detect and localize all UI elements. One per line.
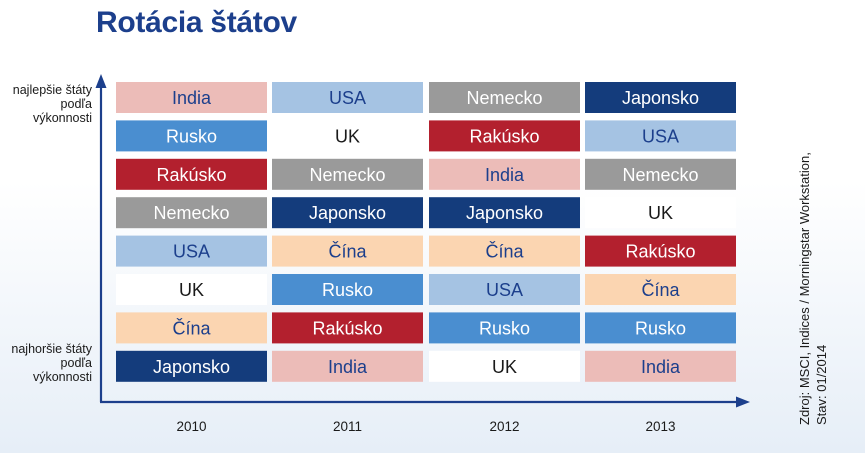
cell-2013-rank-6 xyxy=(585,274,736,305)
cell-label-2010-rank-7: Čína xyxy=(172,317,211,338)
cell-2013-rank-5 xyxy=(585,235,736,267)
cell-2012-rank-3 xyxy=(429,158,580,190)
cell-2010-rank-6 xyxy=(116,274,267,305)
cell-2011-rank-7 xyxy=(272,312,423,344)
cell-label-2011-rank-5: Čína xyxy=(328,241,367,262)
axes xyxy=(95,74,750,408)
cell-label-2013-rank-6: Čína xyxy=(641,279,680,300)
cell-label-2011-rank-7: Rakúsko xyxy=(312,318,382,338)
x-tick-label-2012: 2012 xyxy=(489,419,519,434)
cell-label-2011-rank-8: India xyxy=(328,357,368,377)
cell-label-2010-rank-6: UK xyxy=(179,280,204,300)
cell-label-2012-rank-2: Rakúsko xyxy=(469,126,539,146)
chart-title: Rotácia štátov xyxy=(96,6,297,39)
cell-label-2011-rank-4: Japonsko xyxy=(309,203,386,223)
cell-2010-rank-2 xyxy=(116,120,267,152)
cell-label-2012-rank-4: Japonsko xyxy=(466,203,543,223)
cell-label-2013-rank-7: Rusko xyxy=(635,318,686,338)
y-axis-arrowhead xyxy=(95,74,107,88)
cell-2011-rank-8 xyxy=(272,350,423,382)
cell-label-2012-rank-6: USA xyxy=(486,280,523,300)
cell-2011-rank-2 xyxy=(272,120,423,152)
y-axis-label-bottom: najhoršie štáty podľa výkonnosti xyxy=(11,342,92,384)
cell-2010-rank-5 xyxy=(116,235,267,267)
cell-2012-rank-6 xyxy=(429,274,580,305)
cell-2010-rank-4 xyxy=(116,197,267,229)
cell-2012-rank-5 xyxy=(429,235,580,267)
cell-2011-rank-1 xyxy=(272,82,423,113)
cell-label-2012-rank-1: Nemecko xyxy=(466,88,542,108)
cell-2011-rank-5 xyxy=(272,235,423,267)
cell-label-2011-rank-2: UK xyxy=(335,126,360,146)
cell-2010-rank-1 xyxy=(116,82,267,113)
x-tick-label-2011: 2011 xyxy=(333,419,362,434)
y-axis-label-top: najlepšie štáty podľa výkonnosti xyxy=(12,83,92,125)
cell-2012-rank-2 xyxy=(429,120,580,152)
cell-label-2010-rank-3: Rakúsko xyxy=(156,165,226,185)
cell-2010-rank-3 xyxy=(116,158,267,190)
cell-label-2010-rank-2: Rusko xyxy=(166,126,217,146)
cell-label-2012-rank-5: Čína xyxy=(485,241,524,262)
cell-2013-rank-7 xyxy=(585,312,736,344)
chart-cells: India Rusko Rakúsko Nemecko USA UK Čína Japonsk… xyxy=(116,82,736,382)
x-axis-year-labels: 2010 2011 2012 2013 xyxy=(176,419,675,434)
cell-2012-rank-7 xyxy=(429,312,580,344)
cell-2010-rank-7 xyxy=(116,312,267,344)
cell-label-2011-rank-3: Nemecko xyxy=(309,165,385,185)
cell-2010-rank-8 xyxy=(116,350,267,382)
cell-label-2010-rank-5: USA xyxy=(173,242,210,262)
cell-label-2013-rank-1: Japonsko xyxy=(622,88,699,108)
cell-label-2013-rank-8: India xyxy=(641,357,681,377)
cell-label-2013-rank-2: USA xyxy=(642,126,679,146)
x-tick-label-2013: 2013 xyxy=(645,419,675,434)
cell-label-2011-rank-1: USA xyxy=(329,88,366,108)
cell-2011-rank-3 xyxy=(272,158,423,190)
cell-label-2012-rank-7: Rusko xyxy=(479,318,530,338)
cell-2013-rank-3 xyxy=(585,158,736,190)
cell-2012-rank-1 xyxy=(429,82,580,113)
cell-2011-rank-6 xyxy=(272,274,423,305)
cell-label-2012-rank-8: UK xyxy=(492,357,517,377)
cell-label-2012-rank-3: India xyxy=(485,165,525,185)
cell-label-2010-rank-4: Nemecko xyxy=(153,203,229,223)
cell-2012-rank-4 xyxy=(429,197,580,229)
cell-2011-rank-4 xyxy=(272,197,423,229)
x-tick-label-2010: 2010 xyxy=(176,419,206,434)
cell-2012-rank-8 xyxy=(429,350,580,382)
x-axis-arrowhead xyxy=(736,396,750,408)
cell-2013-rank-2 xyxy=(585,120,736,152)
cell-2013-rank-4 xyxy=(585,197,736,229)
cell-label-2013-rank-3: Nemecko xyxy=(622,165,698,185)
cell-2013-rank-8 xyxy=(585,350,736,382)
cell-label-2013-rank-5: Rakúsko xyxy=(625,242,695,262)
cell-label-2013-rank-4: UK xyxy=(648,203,673,223)
cell-2013-rank-1 xyxy=(585,82,736,113)
cell-label-2010-rank-8: Japonsko xyxy=(153,357,230,377)
cell-label-2010-rank-1: India xyxy=(172,88,212,108)
cell-label-2011-rank-6: Rusko xyxy=(322,280,373,300)
